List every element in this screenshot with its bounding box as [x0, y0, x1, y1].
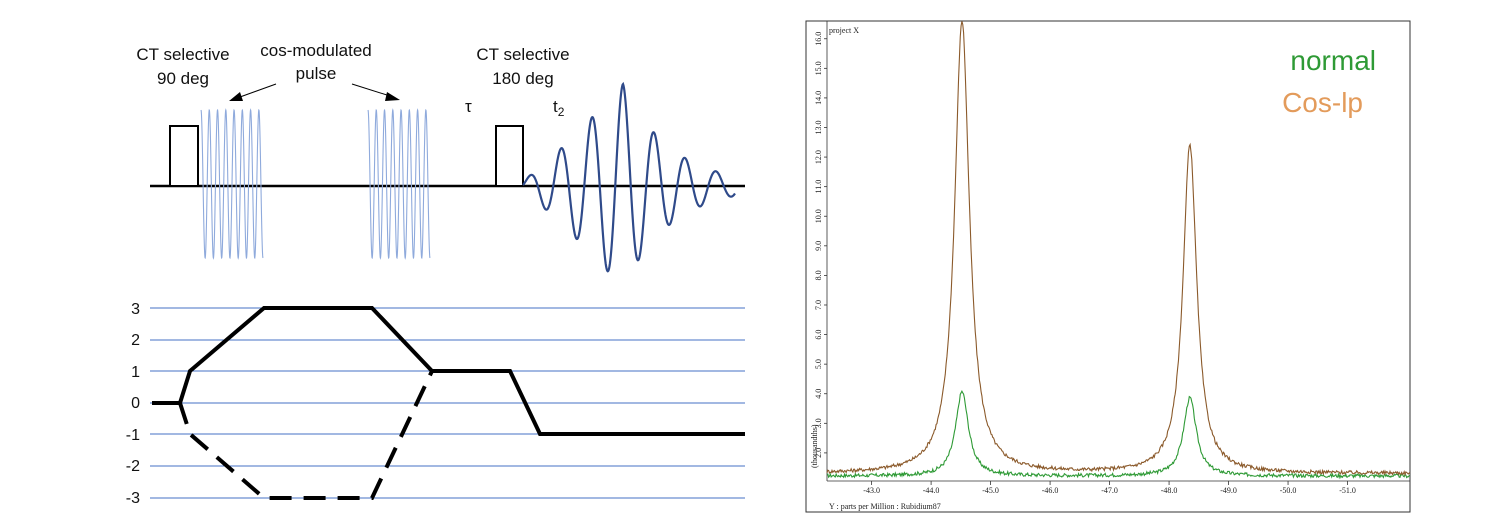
pulse-sequence: CT selective 90 deg cos-modulated pulse … [136, 41, 745, 273]
t2-label: t2 [553, 97, 565, 119]
coherence-tick: -3 [126, 490, 140, 507]
spectrum-y-tick-label: 5.0 [814, 359, 823, 369]
spectrum-y-tick-label: 9.0 [814, 241, 823, 251]
cos-pulse-1 [200, 108, 264, 260]
spectrum-y-label: (thousandths) [810, 424, 819, 468]
legend-cos-lp: Cos-lp [1282, 87, 1363, 118]
spectrum-series [826, 21, 1411, 480]
cos-pulse-label-line1: cos-modulated [260, 41, 372, 60]
spectrum-x-tick-label: -45.0 [982, 486, 999, 495]
cos-pulse-2 [367, 108, 431, 260]
spectrum-frame [805, 20, 1411, 513]
fid-signal [522, 81, 736, 273]
spectrum-x-tick-label: -44.0 [923, 486, 940, 495]
ct180-label-line2: 180 deg [492, 69, 553, 88]
ct90-pulse [169, 125, 199, 187]
coherence-tick: -2 [126, 458, 140, 475]
cos-pulse-label-line2: pulse [296, 64, 337, 83]
spectrum-y-tick-label: 11.0 [814, 180, 823, 194]
spectrum-x-tick-label: -48.0 [1161, 486, 1178, 495]
coherence-tick: 1 [131, 364, 140, 381]
spectrum-x-tick-label: -43.0 [863, 486, 880, 495]
spectrum-x-label: Y : parts per Million : Rubidium87 [829, 502, 941, 511]
legend-normal: normal [1290, 45, 1376, 76]
coherence-tick: 2 [131, 332, 140, 349]
arrow-left-head [229, 92, 243, 101]
spectrum-y-tick-label: 7.0 [814, 300, 823, 310]
coherence-grid [150, 307, 745, 499]
spectrum-x-ticks: -43.0 -44.0 -45.0 -46.0 -47.0 -48.0 -49.0 -50.0… [863, 481, 1356, 495]
coherence-tick: 3 [131, 301, 140, 318]
spectrum-y-tick-label: 13.0 [814, 120, 823, 134]
spectrum-y-tick-label: 10.0 [814, 209, 823, 223]
spectrum-series-normal [826, 390, 1411, 480]
spectrum-y-tick-label: 15.0 [814, 61, 823, 75]
spectrum-y-tick-label: 8.0 [814, 270, 823, 280]
arrow-right-line [351, 83, 391, 97]
spectrum-y-tick-label: 2.0 [814, 448, 823, 458]
ct90-label-line2: 90 deg [157, 69, 209, 88]
ct180-pulse [495, 125, 524, 187]
coherence-path-dashed [178, 370, 434, 500]
tau-label: τ [465, 97, 472, 116]
spectrum-x-tick-label: -49.0 [1220, 486, 1237, 495]
arrow-left-line [239, 83, 277, 98]
spectrum-y-ticks: 2.0 3.0 4.0 5.0 6.0 7.0 8.0 9.0 10.0 11.0 12.0 13.0… [814, 32, 827, 458]
spectrum-x-tick-label: -46.0 [1042, 486, 1059, 495]
spectrum-y-tick-label: 4.0 [814, 389, 823, 399]
coherence-diagram: 3 2 1 0 -1 -2 -3 [126, 301, 745, 507]
spectrum-y-tick-label: 12.0 [814, 150, 823, 164]
spectrum-y-tick-label: 3.0 [814, 418, 823, 428]
spectrum-x-tick-label: -50.0 [1280, 486, 1297, 495]
coherence-tick: -1 [126, 427, 140, 444]
spectrum-y-tick-label: 6.0 [814, 330, 823, 340]
spectrum-chart: project X Y : parts per Million : Rubidi… [805, 20, 1411, 513]
coherence-path-solid [152, 306, 745, 436]
spectrum-x-tick-label: -51.0 [1339, 486, 1356, 495]
ct180-label-line1: CT selective [476, 45, 569, 64]
spectrum-y-tick-label: 16.0 [814, 32, 823, 46]
ct90-label-line1: CT selective [136, 45, 229, 64]
spectrum-y-tick-label: 14.0 [814, 91, 823, 105]
arrow-right-head [385, 92, 400, 101]
spectrum-x-tick-label: -47.0 [1101, 486, 1118, 495]
coherence-tick: 0 [131, 395, 140, 412]
spectrum-title: project X [829, 26, 859, 35]
spectrum-series-cos-lp [826, 21, 1411, 477]
coherence-levels: 3 2 1 0 -1 -2 -3 [126, 301, 140, 507]
